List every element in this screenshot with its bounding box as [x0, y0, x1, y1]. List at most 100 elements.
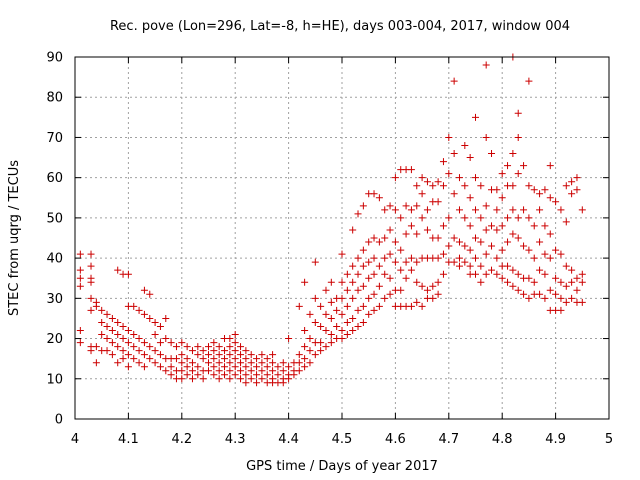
data-point — [221, 347, 229, 355]
x-axis-label: GPS time / Days of year 2017 — [246, 459, 438, 474]
data-point — [365, 238, 373, 246]
data-point — [354, 270, 362, 278]
data-point — [338, 250, 346, 258]
data-point — [103, 322, 111, 330]
data-point — [279, 367, 287, 375]
data-point — [338, 294, 346, 302]
data-point — [504, 278, 512, 286]
data-point — [375, 282, 383, 290]
data-point — [472, 234, 479, 242]
data-point — [247, 375, 255, 383]
data-point — [103, 310, 111, 318]
data-point — [423, 226, 431, 234]
data-point — [493, 206, 501, 214]
data-point — [477, 214, 485, 222]
data-point — [439, 270, 447, 278]
data-point — [178, 367, 186, 375]
data-point — [188, 367, 196, 375]
x-tick-label: 4.8 — [492, 432, 513, 447]
y-tick-label: 10 — [46, 372, 63, 387]
data-point — [461, 214, 469, 222]
data-point — [562, 298, 570, 306]
data-point — [279, 359, 287, 367]
data-point — [509, 266, 517, 274]
data-point — [258, 367, 266, 375]
data-point — [188, 347, 196, 355]
data-point — [221, 363, 229, 371]
data-point — [536, 266, 544, 274]
data-point — [135, 347, 143, 355]
data-point — [525, 274, 533, 282]
data-point — [397, 266, 405, 274]
data-point — [242, 363, 250, 371]
data-point — [231, 371, 239, 379]
data-point — [578, 298, 586, 306]
data-point — [466, 194, 474, 202]
data-point — [301, 278, 309, 286]
data-point — [397, 246, 405, 254]
x-tick-label: 4.5 — [332, 432, 353, 447]
data-point — [258, 351, 266, 359]
data-point — [541, 270, 549, 278]
data-point — [146, 355, 154, 363]
data-point — [108, 327, 116, 335]
data-point — [119, 347, 127, 355]
data-point — [493, 226, 501, 234]
data-point — [375, 302, 383, 310]
data-point — [162, 314, 170, 322]
data-point — [178, 375, 186, 383]
y-tick-label: 40 — [46, 252, 63, 267]
data-point — [359, 262, 367, 270]
data-point — [322, 327, 330, 335]
y-tick-label: 70 — [46, 131, 63, 146]
data-point — [322, 286, 330, 294]
x-tick-label: 4 — [71, 432, 79, 447]
data-point — [445, 242, 453, 250]
data-point — [514, 170, 522, 178]
data-point — [381, 254, 389, 262]
data-point — [370, 290, 378, 298]
data-point — [514, 286, 522, 294]
data-point — [146, 314, 154, 322]
data-point — [493, 270, 501, 278]
data-point — [327, 339, 335, 347]
data-point — [210, 339, 218, 347]
data-point — [525, 182, 533, 190]
data-point — [413, 258, 421, 266]
data-point — [183, 355, 191, 363]
data-point — [407, 166, 415, 174]
data-point — [546, 162, 554, 170]
data-point — [274, 371, 282, 379]
data-point — [343, 302, 351, 310]
data-point — [354, 322, 362, 330]
data-point — [215, 351, 223, 359]
data-point — [541, 222, 549, 230]
x-tick-label: 4.3 — [225, 432, 246, 447]
data-point — [477, 182, 485, 190]
data-point — [156, 322, 164, 330]
data-point — [450, 190, 458, 198]
data-point — [151, 347, 159, 355]
data-point — [562, 218, 570, 226]
data-point — [472, 270, 479, 278]
y-tick-label: 0 — [55, 413, 63, 428]
data-point — [183, 371, 191, 379]
data-point — [418, 174, 426, 182]
data-point — [188, 375, 196, 383]
data-point — [274, 363, 282, 371]
data-point — [573, 286, 581, 294]
data-point — [98, 306, 106, 314]
data-point — [434, 178, 442, 186]
data-point — [466, 246, 474, 254]
data-point — [135, 335, 143, 343]
y-tick-label: 20 — [46, 332, 63, 347]
data-point — [87, 278, 95, 286]
data-point — [370, 254, 378, 262]
data-point — [205, 359, 212, 367]
x-tick-labels: 4 4.1 4.2 4.3 4.4 4.5 4.6 4.7 4.8 4.9 5 — [71, 432, 613, 447]
data-point — [413, 298, 421, 306]
data-point — [317, 302, 325, 310]
data-points — [76, 53, 586, 387]
data-point — [253, 371, 261, 379]
data-point — [434, 198, 442, 206]
